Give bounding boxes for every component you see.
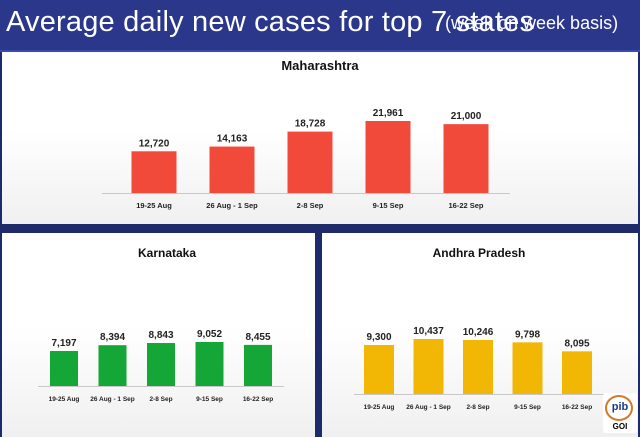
karnataka-category-label: 19-25 Aug (49, 396, 80, 403)
karnataka-value-label: 8,394 (100, 332, 125, 343)
page-subtitle: (week on week basis) (445, 13, 619, 33)
maharashtra-chart-title: Maharashtra (281, 58, 359, 73)
maharashtra-bar (131, 151, 177, 193)
maharashtra-chart: Maharashtra 12,720 19-25 Aug 14,163 26 Aug -… (102, 58, 510, 210)
karnataka-bar (195, 342, 224, 386)
goi-label: GOI (612, 422, 628, 431)
maharashtra-value-label: 21,000 (451, 111, 482, 122)
maharashtra-bar (443, 124, 489, 193)
andhra-pradesh-category-label: 9-15 Sep (514, 404, 541, 411)
karnataka-bar (50, 351, 78, 386)
andhra-pradesh-bar (512, 342, 543, 394)
andhra-pradesh-bar (562, 351, 592, 394)
maharashtra-category-label: 2-8 Sep (297, 201, 324, 210)
andhra-pradesh-category-label: 19-25 Aug (364, 404, 395, 411)
karnataka-value-label: 8,455 (245, 332, 270, 343)
pib-logo-text: pib (611, 401, 629, 413)
page-title: Average daily new cases for top 7 states (6, 6, 535, 38)
karnataka-value-label: 8,843 (148, 330, 173, 341)
karnataka-category-label: 9-15 Sep (196, 396, 223, 403)
karnataka-bar (244, 344, 272, 386)
andhra-pradesh-category-label: 16-22 Sep (562, 404, 592, 411)
maharashtra-bar (365, 121, 411, 193)
andhra-pradesh-bar (463, 340, 493, 394)
maharashtra-category-label: 26 Aug - 1 Sep (206, 201, 258, 210)
maharashtra-value-label: 14,163 (217, 134, 248, 145)
karnataka-value-label: 7,197 (51, 338, 76, 349)
andhra-pradesh-value-label: 9,300 (366, 332, 391, 343)
pib-emblem-icon (605, 395, 633, 421)
maharashtra-category-label: 16-22 Sep (448, 201, 483, 210)
karnataka-value-label: 9,052 (197, 329, 222, 340)
andhra-pradesh-chart: Andhra Pradesh 9,300 19-25 Aug 10,437 26 Aug… (354, 246, 604, 411)
title-bar: Average daily new cases for top 7 states… (0, 0, 640, 52)
karnataka-chart: Karnataka 7,197 19-25 Aug 8,394 26 Aug - 1 S… (38, 246, 284, 403)
karnataka-bar (147, 343, 175, 386)
karnataka-category-label: 2-8 Sep (149, 396, 172, 403)
andhra-pradesh-bar (413, 339, 444, 394)
maharashtra-value-label: 12,720 (139, 138, 170, 149)
andhra-pradesh-value-label: 10,246 (463, 327, 494, 338)
maharashtra-category-label: 9-15 Sep (373, 201, 404, 210)
maharashtra-panel: Maharashtra 12,720 19-25 Aug 14,163 26 Aug -… (2, 52, 638, 224)
andhra-pradesh-category-label: 26 Aug - 1 Sep (406, 404, 451, 411)
maharashtra-value-label: 18,728 (295, 119, 326, 130)
karnataka-category-label: 16-22 Sep (243, 396, 273, 403)
maharashtra-category-label: 19-25 Aug (136, 201, 172, 210)
pib-logo: pib GOI (603, 393, 637, 433)
karnataka-chart-title: Karnataka (138, 246, 196, 260)
andhra-pradesh-value-label: 9,798 (515, 329, 540, 340)
karnataka-category-label: 26 Aug - 1 Sep (90, 396, 135, 403)
maharashtra-bar (287, 131, 333, 193)
maharashtra-bar (209, 146, 255, 193)
maharashtra-value-label: 21,961 (373, 108, 404, 119)
andhra-pradesh-panel: Andhra Pradesh 9,300 19-25 Aug 10,437 26 Aug… (322, 233, 638, 437)
andhra-pradesh-category-label: 2-8 Sep (466, 404, 489, 411)
karnataka-panel: Karnataka 7,197 19-25 Aug 8,394 26 Aug - 1 S… (2, 233, 315, 437)
karnataka-bar (98, 345, 127, 386)
andhra-pradesh-bar (364, 344, 394, 394)
andhra-pradesh-value-label: 8,095 (564, 338, 589, 349)
andhra-pradesh-chart-title: Andhra Pradesh (433, 246, 526, 260)
andhra-pradesh-value-label: 10,437 (413, 326, 444, 337)
